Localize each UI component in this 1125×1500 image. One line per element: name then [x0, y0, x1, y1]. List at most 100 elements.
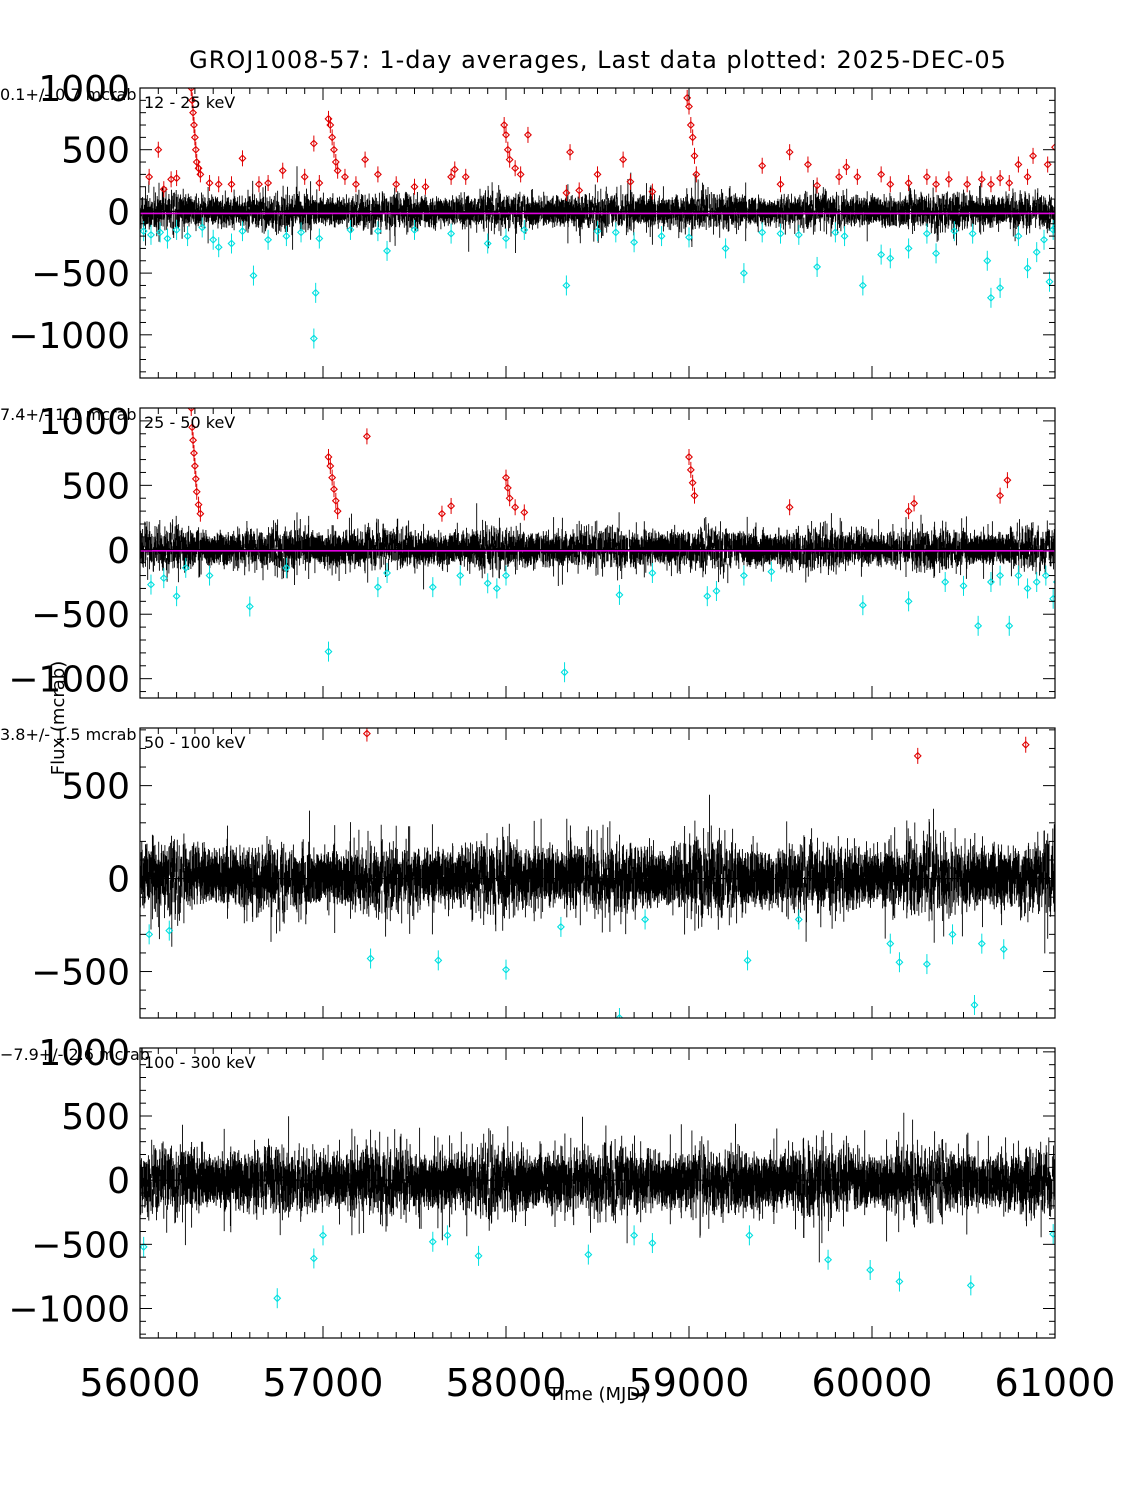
low-outlier-point: [776, 229, 785, 238]
low-outlier-point: [264, 235, 273, 244]
low-outlier-point: [383, 568, 392, 577]
low-outlier-point: [428, 583, 437, 592]
high-outlier-point: [1029, 151, 1038, 160]
high-outlier-point: [520, 508, 529, 517]
high-outlier-point: [196, 509, 205, 518]
low-outlier-point: [824, 1255, 833, 1264]
low-outlier-point: [373, 227, 382, 236]
low-outlier-point: [410, 225, 419, 234]
y-tick-label: 0: [107, 1161, 130, 1202]
y-tick-label: 0: [107, 860, 130, 901]
low-outlier-point: [443, 1231, 452, 1240]
low-outlier-point: [1014, 232, 1023, 241]
x-tick-label: 57000: [263, 1361, 384, 1405]
high-outlier-point: [187, 88, 196, 92]
high-outlier-point: [1014, 160, 1023, 169]
low-outlier-point: [1040, 235, 1048, 244]
normal-points: [140, 794, 1055, 954]
low-outlier-point: [238, 227, 247, 236]
high-outlier-point: [188, 96, 197, 105]
low-outlier-point: [941, 578, 950, 586]
y-tick-label: −1000: [8, 1289, 130, 1330]
low-outlier-point: [1049, 1230, 1055, 1239]
low-outlier-point: [966, 1281, 975, 1290]
low-outlier-point: [1014, 571, 1023, 580]
high-outlier-point: [996, 491, 1005, 500]
high-outlier-point: [626, 177, 635, 186]
y-tick-label: −500: [31, 254, 130, 295]
low-outlier-point: [181, 563, 190, 572]
y-tick-label: 1000: [38, 1033, 130, 1074]
high-outlier-point: [278, 166, 287, 175]
low-outlier-point: [745, 1231, 754, 1240]
tick-marks: [139, 407, 1056, 698]
low-outlier-point: [648, 1239, 657, 1248]
low-outlier-point: [703, 592, 712, 601]
low-outlier-point: [968, 229, 977, 238]
high-outlier-point: [1003, 476, 1012, 485]
high-outlier-point: [328, 133, 337, 142]
band-label: 50 - 100 keV: [144, 733, 245, 752]
high-outlier-point: [300, 172, 309, 181]
high-outlier-point: [503, 145, 512, 154]
low-outlier-point: [1041, 571, 1050, 580]
x-tick-label: 60000: [812, 1361, 933, 1405]
y-axis-label: Flux (mcrab): [48, 661, 69, 775]
high-outlier-point: [944, 175, 953, 184]
y-tick-label: −1000: [8, 316, 130, 357]
low-outlier-point: [309, 1254, 318, 1263]
low-outlier-point: [315, 234, 324, 243]
high-outlier-point: [362, 432, 371, 441]
low-outlier-point: [474, 1251, 483, 1260]
panel-1: 1000 500 0 −500 −1000 12 - 25 keV 0.1+/- 0.7 m…: [0, 69, 1056, 379]
chart-title: GROJ1008-57: 1-day averages, Last data p…: [189, 46, 1007, 74]
high-outlier-point: [190, 121, 198, 129]
high-outlier-point: [986, 180, 995, 189]
low-outlier-point: [145, 930, 154, 939]
panel-3: 500 0 −500 50 - 100 keV 3.8+/- 1.5 mcrab: [0, 725, 1056, 1019]
low-outlier-point: [502, 965, 510, 974]
low-outlier-point: [743, 956, 752, 965]
high-outlier-point: [309, 139, 318, 148]
high-outlier-point: [190, 462, 199, 470]
low-outlier-point: [172, 592, 181, 601]
high-outlier-point: [910, 499, 919, 508]
high-outlier-point: [361, 155, 370, 164]
low-outlier-point: [434, 956, 443, 965]
low-outlier-point: [611, 228, 620, 237]
mean-label: 3.8+/- 1.5 mcrab: [0, 725, 137, 744]
data-area: [140, 88, 1055, 349]
low-outlier-point: [366, 954, 375, 963]
high-outlier-point: [437, 509, 446, 518]
low-outlier-point: [974, 621, 983, 630]
high-outlier-point: [145, 172, 154, 181]
low-outlier-point: [593, 227, 602, 236]
low-outlier-point: [858, 281, 867, 290]
low-outlier-point: [648, 568, 657, 577]
low-outlier-point: [198, 223, 207, 232]
low-outlier-point: [712, 587, 721, 596]
low-outlier-point: [986, 293, 995, 302]
high-outlier-point: [686, 465, 695, 474]
low-outlier-point: [520, 225, 529, 234]
low-outlier-point: [986, 578, 995, 586]
low-outlier-point: [156, 228, 165, 237]
high-outlier-point: [566, 148, 575, 157]
x-tick-label: 58000: [446, 1361, 567, 1405]
low-outlier-point: [970, 1001, 979, 1009]
low-outlier-point: [1049, 594, 1055, 603]
low-outlier-point: [562, 281, 571, 290]
high-outlier-point: [886, 180, 895, 189]
high-outlier-point: [189, 108, 198, 117]
low-outlier-point: [140, 227, 148, 236]
low-outlier-point: [282, 563, 291, 572]
mean-label: −7.9+/- 2.6 mcrab: [0, 1045, 150, 1064]
high-outlier-point: [191, 474, 200, 483]
high-outlier-point: [192, 487, 201, 496]
low-outlier-point: [245, 602, 254, 611]
high-outlier-point: [447, 501, 456, 510]
high-outlier-point: [447, 172, 456, 181]
band-label: 25 - 50 keV: [144, 413, 235, 432]
high-outlier-point: [1021, 740, 1030, 749]
